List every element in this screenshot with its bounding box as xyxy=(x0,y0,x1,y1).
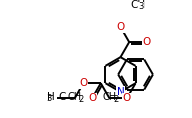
Text: O: O xyxy=(116,22,125,32)
Text: N: N xyxy=(117,87,124,97)
Text: H: H xyxy=(47,92,55,102)
Text: O: O xyxy=(79,78,88,88)
Text: 2: 2 xyxy=(113,95,118,104)
Text: CH: CH xyxy=(131,0,146,10)
Text: 2: 2 xyxy=(78,95,84,104)
Text: CH: CH xyxy=(68,92,82,102)
Text: 3: 3 xyxy=(139,2,144,11)
Text: O: O xyxy=(88,93,96,103)
Text: O: O xyxy=(123,93,131,103)
Text: O: O xyxy=(142,37,151,47)
Text: CH: CH xyxy=(102,92,117,102)
Text: 3: 3 xyxy=(46,94,52,103)
Text: C: C xyxy=(58,92,65,102)
